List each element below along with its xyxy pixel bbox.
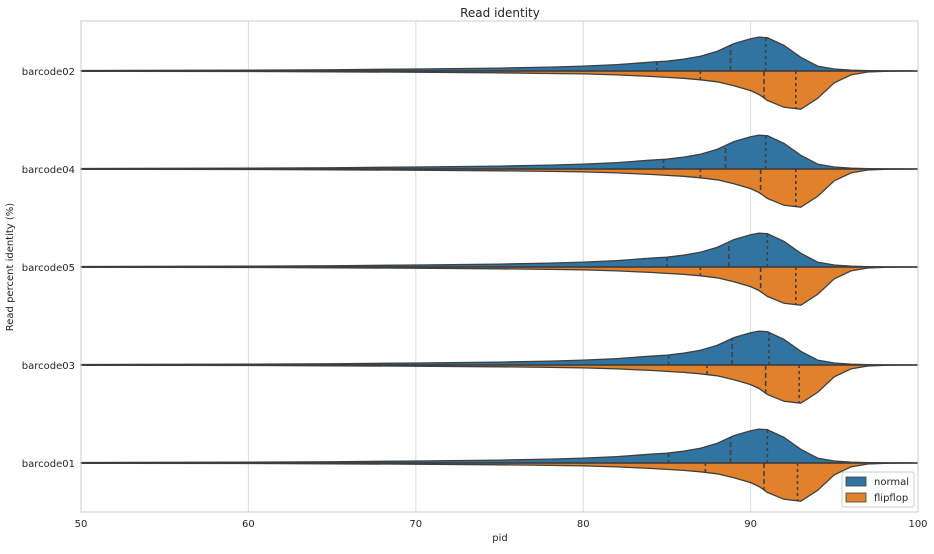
violin-half-flipflop: [80, 70, 919, 110]
violin-half-normal: [80, 330, 919, 366]
x-axis-label: pid: [492, 533, 507, 544]
legend: normal flipflop: [841, 471, 915, 508]
legend-swatch-flipflop: [845, 492, 867, 503]
legend-label-flipflop: flipflop: [874, 493, 908, 504]
y-tick-label: barcode03: [22, 361, 75, 372]
x-tick-label: 80: [577, 519, 590, 530]
x-tick-label: 90: [744, 519, 757, 530]
y-axis-label: Read percent identity (%): [5, 203, 16, 332]
violin-half-normal: [80, 36, 919, 72]
legend-swatch-normal: [845, 476, 867, 487]
violin-half-normal: [80, 428, 919, 464]
violin-half-flipflop: [80, 462, 919, 502]
y-tick-label: barcode01: [22, 459, 75, 470]
y-tick-label: barcode04: [22, 165, 75, 176]
x-tick-label: 100: [908, 519, 927, 530]
legend-label-normal: normal: [874, 477, 909, 488]
x-tick-label: 60: [242, 519, 255, 530]
violin-half-normal: [80, 134, 919, 170]
x-tick-label: 50: [75, 519, 88, 530]
violin-half-flipflop: [80, 266, 919, 306]
x-tick-label: 70: [409, 519, 422, 530]
violin-half-flipflop: [80, 168, 919, 208]
y-tick-label: barcode02: [22, 67, 75, 78]
violin-half-flipflop: [80, 364, 919, 404]
y-tick-label: barcode05: [22, 263, 75, 274]
plot-frame: [80, 20, 919, 513]
chart-title: Read identity: [460, 6, 540, 20]
violin-half-normal: [80, 232, 919, 268]
